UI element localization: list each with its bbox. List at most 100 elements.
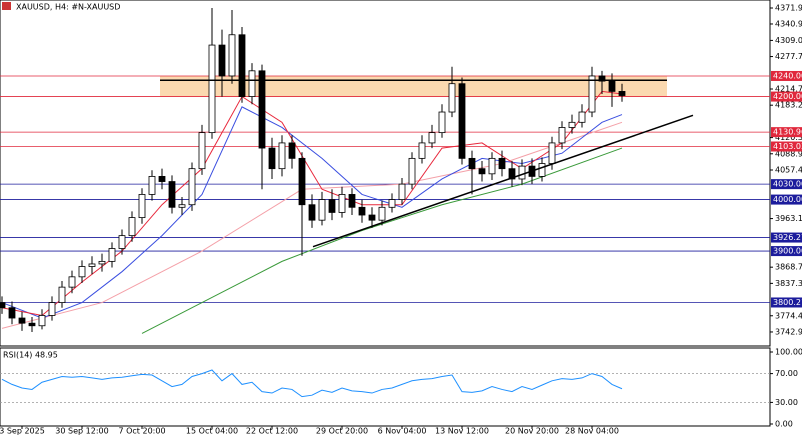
- candle-body: [248, 70, 256, 97]
- y-tick-label: 3868.75: [775, 263, 802, 272]
- level-label: 3926.27: [773, 233, 802, 242]
- candle-body: [618, 91, 626, 96]
- candle-body: [18, 317, 26, 324]
- y-tick-label: 4088.90: [775, 149, 802, 158]
- candle-body: [148, 175, 156, 195]
- candle-body: [588, 75, 596, 113]
- candle-body: [518, 165, 526, 180]
- candle-body: [388, 199, 396, 208]
- level-label: 4103.03: [773, 142, 802, 151]
- x-tick-label: 29 Oct 20:00: [316, 427, 368, 436]
- level-label-bg: [771, 246, 802, 257]
- level-label: 4130.96: [773, 128, 802, 137]
- candle-body: [498, 157, 506, 170]
- level-label-bg: [771, 91, 802, 102]
- candle-body: [298, 157, 306, 206]
- candle-body: [208, 44, 216, 134]
- candle-body: [548, 142, 556, 164]
- candle-body: [378, 206, 386, 221]
- candle-body: [458, 83, 466, 159]
- x-tick-label: 20 Nov 20:00: [505, 427, 559, 436]
- candle-body: [0, 302, 6, 309]
- x-tick-label: 7 Oct 20:00: [118, 427, 165, 436]
- rsi-tick-label: 100.00: [775, 348, 802, 357]
- candle-body: [558, 127, 566, 144]
- symbol-icon: [2, 2, 11, 10]
- candle-body: [488, 157, 496, 175]
- main-frame: [0, 0, 771, 347]
- candle-body: [468, 157, 476, 170]
- candle-body: [408, 157, 416, 185]
- candle-body: [598, 75, 606, 82]
- y-tick-label: 4120.35: [775, 133, 802, 142]
- candle-body: [218, 44, 226, 77]
- candle-body: [98, 260, 106, 265]
- candle-body: [158, 175, 166, 182]
- candle-body: [398, 183, 406, 200]
- x-tick-label: 30 Sep 12:00: [55, 427, 108, 436]
- candle-body: [368, 214, 376, 221]
- level-label: 4240.00: [773, 71, 802, 80]
- candle-body: [168, 181, 176, 208]
- y-tick-label: 4214.70: [775, 84, 802, 93]
- candle-body: [358, 206, 366, 216]
- y-tick-label: 3742.95: [775, 327, 802, 336]
- candle-body: [478, 168, 486, 175]
- candle-body: [308, 204, 316, 221]
- level-label: 4200.00: [773, 92, 802, 101]
- candle-body: [288, 142, 296, 159]
- candle-body: [578, 111, 586, 123]
- candle-body: [448, 83, 456, 113]
- candle-body: [48, 302, 56, 316]
- y-tick-label: 4057.45: [775, 165, 802, 174]
- candle-body: [348, 194, 356, 208]
- level-label-bg: [771, 297, 802, 308]
- candle-body: [608, 80, 616, 92]
- y-tick-label: 3774.40: [775, 311, 802, 320]
- candle-body: [78, 266, 86, 278]
- candle-body: [338, 194, 346, 213]
- candle-body: [198, 132, 206, 170]
- candle-body: [88, 263, 96, 267]
- candle-body: [228, 34, 236, 77]
- rsi-frame: [0, 347, 771, 427]
- x-tick-label: 22 Oct 12:00: [246, 427, 298, 436]
- candle-body: [328, 199, 336, 213]
- y-tick-label: 4309.05: [775, 36, 802, 45]
- y-tick-label: 4277.70: [775, 52, 802, 61]
- level-label-bg: [771, 232, 802, 243]
- candle-body: [28, 322, 36, 327]
- candle-body: [238, 34, 246, 97]
- level-label: 3900.00: [773, 247, 802, 256]
- candle-body: [318, 199, 326, 221]
- candle-body: [68, 276, 76, 288]
- candle-body: [428, 132, 436, 144]
- y-tick-label: 4340.95: [775, 19, 802, 28]
- candle-body: [138, 194, 146, 219]
- level-label-bg: [771, 194, 802, 205]
- candle-body: [438, 111, 446, 134]
- candle-body: [108, 248, 116, 262]
- candle-body: [418, 142, 426, 159]
- x-tick-label: 3 Sep 2025: [0, 427, 45, 436]
- y-tick-label: 4371.95: [775, 4, 802, 13]
- level-label-bg: [771, 179, 802, 190]
- candle-body: [128, 217, 136, 237]
- x-tick-label: 15 Oct 04:00: [186, 427, 238, 436]
- candle-body: [278, 142, 286, 170]
- zone: [160, 75, 667, 97]
- level-label-bg: [771, 141, 802, 152]
- level-label: 4000.00: [773, 195, 802, 204]
- level-label-bg: [771, 127, 802, 138]
- trend-line: [312, 114, 694, 248]
- candle-body: [8, 307, 16, 319]
- x-tick-label: 13 Nov 12:00: [435, 427, 489, 436]
- rsi-tick-label: 30.00: [775, 398, 798, 407]
- candle-body: [508, 168, 516, 180]
- candle-body: [118, 235, 126, 249]
- rsi-tick-label: 70.00: [775, 369, 798, 378]
- candle-body: [188, 168, 196, 206]
- rsi-title: RSI(14) 48.95: [3, 351, 58, 360]
- y-tick-label: 4183.25: [775, 101, 802, 110]
